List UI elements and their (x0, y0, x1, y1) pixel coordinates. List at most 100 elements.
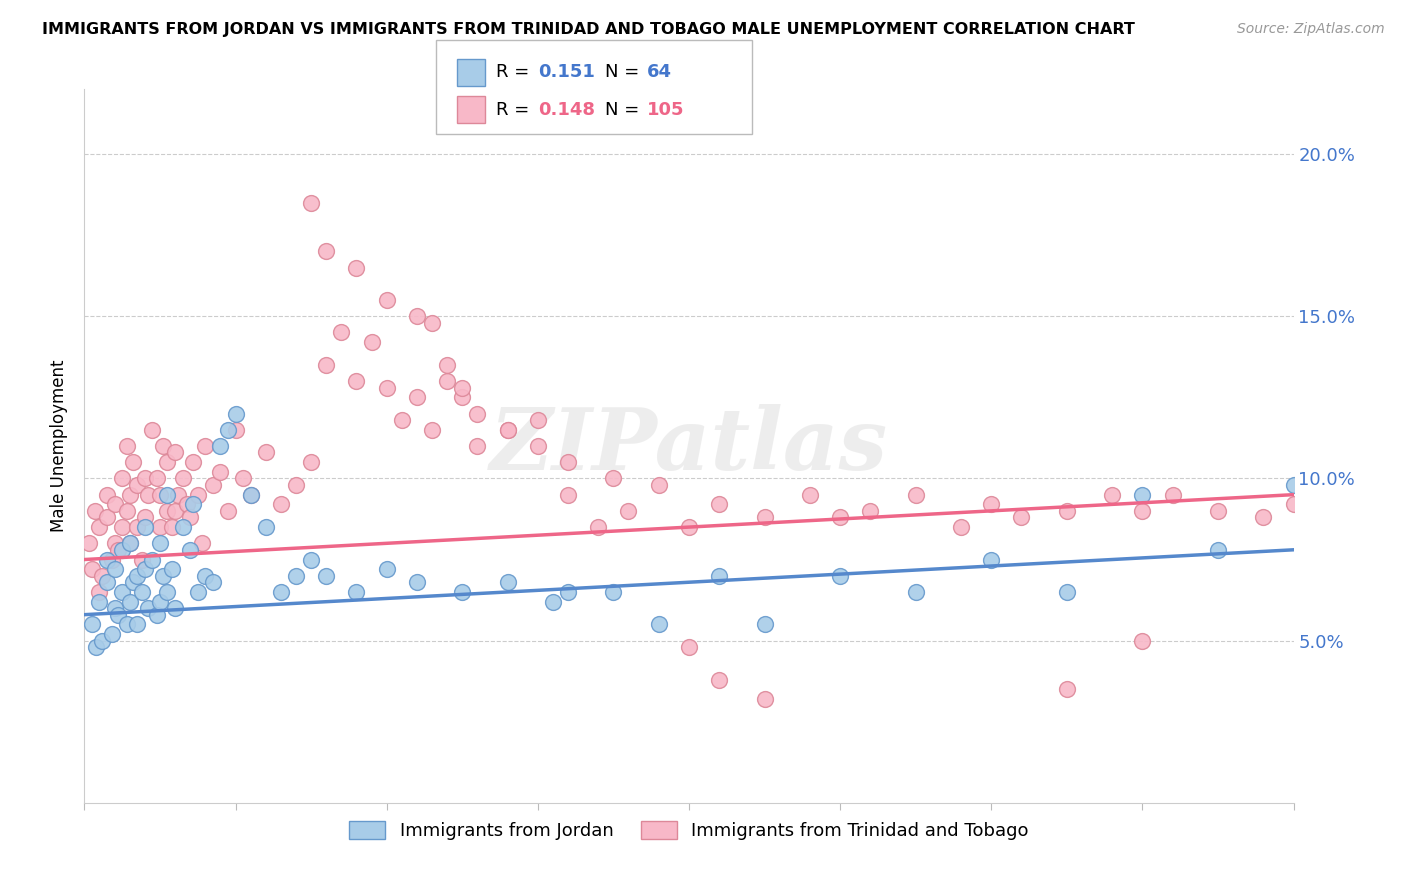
Point (950, 520, 973, 534)
Point (1101, 488, 1123, 502)
Text: N =: N = (605, 63, 638, 81)
Point (104, 497, 127, 511)
Point (141, 552, 163, 566)
Point (315, 568, 337, 582)
Point (96, 488, 118, 502)
Point (1056, 682, 1078, 697)
Text: IMMIGRANTS FROM JORDAN VS IMMIGRANTS FROM TRINIDAD AND TOBAGO MALE UNEMPLOYMENT : IMMIGRANTS FROM JORDAN VS IMMIGRANTS FRO… (42, 22, 1135, 37)
Point (84, 504, 107, 518)
Point (152, 439, 174, 453)
Point (118, 536, 141, 550)
Point (104, 562, 127, 576)
Point (191, 536, 214, 550)
Point (111, 520, 134, 534)
Point (111, 542, 134, 557)
Point (1282, 478, 1305, 492)
Point (754, 510, 776, 524)
Point (254, 520, 277, 534)
Point (406, 390, 429, 404)
Point (1282, 497, 1305, 511)
Point (678, 640, 700, 654)
Point (136, 601, 159, 615)
Point (980, 552, 1002, 566)
Text: ZIPatlas: ZIPatlas (489, 404, 889, 488)
Point (527, 439, 550, 453)
Point (96, 552, 118, 566)
Point (115, 439, 138, 453)
Point (118, 536, 141, 550)
Point (284, 568, 308, 582)
Point (436, 374, 458, 388)
Point (1206, 504, 1229, 518)
Point (127, 478, 149, 492)
Point (89, 520, 111, 534)
Point (1011, 510, 1033, 524)
Point (904, 585, 927, 599)
Point (136, 488, 159, 502)
Point (115, 617, 138, 632)
Point (602, 471, 624, 485)
Point (80, 562, 103, 576)
Point (167, 488, 190, 502)
Point (270, 497, 292, 511)
Point (1056, 585, 1078, 599)
Point (980, 497, 1002, 511)
Point (134, 471, 156, 485)
Point (100, 627, 122, 641)
Point (496, 423, 519, 437)
Text: R =: R = (496, 101, 530, 119)
Point (156, 488, 179, 502)
Point (181, 497, 204, 511)
Point (217, 504, 239, 518)
Point (156, 455, 179, 469)
Point (254, 445, 277, 459)
Point (149, 536, 172, 550)
Point (496, 575, 519, 590)
Text: N =: N = (605, 101, 638, 119)
Point (217, 423, 239, 437)
Point (270, 585, 292, 599)
Point (131, 585, 153, 599)
Point (709, 497, 731, 511)
Point (284, 478, 308, 492)
Point (588, 520, 610, 534)
Point (121, 575, 143, 590)
Point (391, 413, 413, 427)
Point (187, 488, 209, 502)
Legend: Immigrants from Jordan, Immigrants from Trinidad and Tobago: Immigrants from Jordan, Immigrants from … (342, 814, 1036, 847)
Point (149, 488, 172, 502)
Text: R =: R = (496, 63, 530, 81)
Point (232, 471, 254, 485)
Point (225, 423, 247, 437)
Point (160, 562, 183, 576)
Point (557, 488, 579, 502)
Point (467, 407, 489, 421)
Point (209, 439, 232, 453)
Point (111, 585, 134, 599)
Point (557, 455, 579, 469)
Point (80, 617, 103, 632)
Point (436, 358, 458, 372)
Point (375, 562, 398, 576)
Y-axis label: Male Unemployment: Male Unemployment (49, 359, 67, 533)
Point (406, 310, 429, 324)
Point (127, 520, 149, 534)
Point (194, 439, 217, 453)
Point (1206, 542, 1229, 557)
Point (89, 585, 111, 599)
Point (107, 607, 129, 622)
Point (131, 552, 153, 566)
Point (299, 455, 322, 469)
Point (127, 568, 149, 582)
Text: 64: 64 (647, 63, 672, 81)
Point (299, 195, 322, 210)
Point (91, 568, 114, 582)
Text: Source: ZipAtlas.com: Source: ZipAtlas.com (1237, 22, 1385, 37)
Point (648, 478, 671, 492)
Point (121, 455, 143, 469)
Point (209, 465, 232, 479)
Point (107, 542, 129, 557)
Point (239, 488, 262, 502)
Point (527, 413, 550, 427)
Text: 105: 105 (647, 101, 685, 119)
